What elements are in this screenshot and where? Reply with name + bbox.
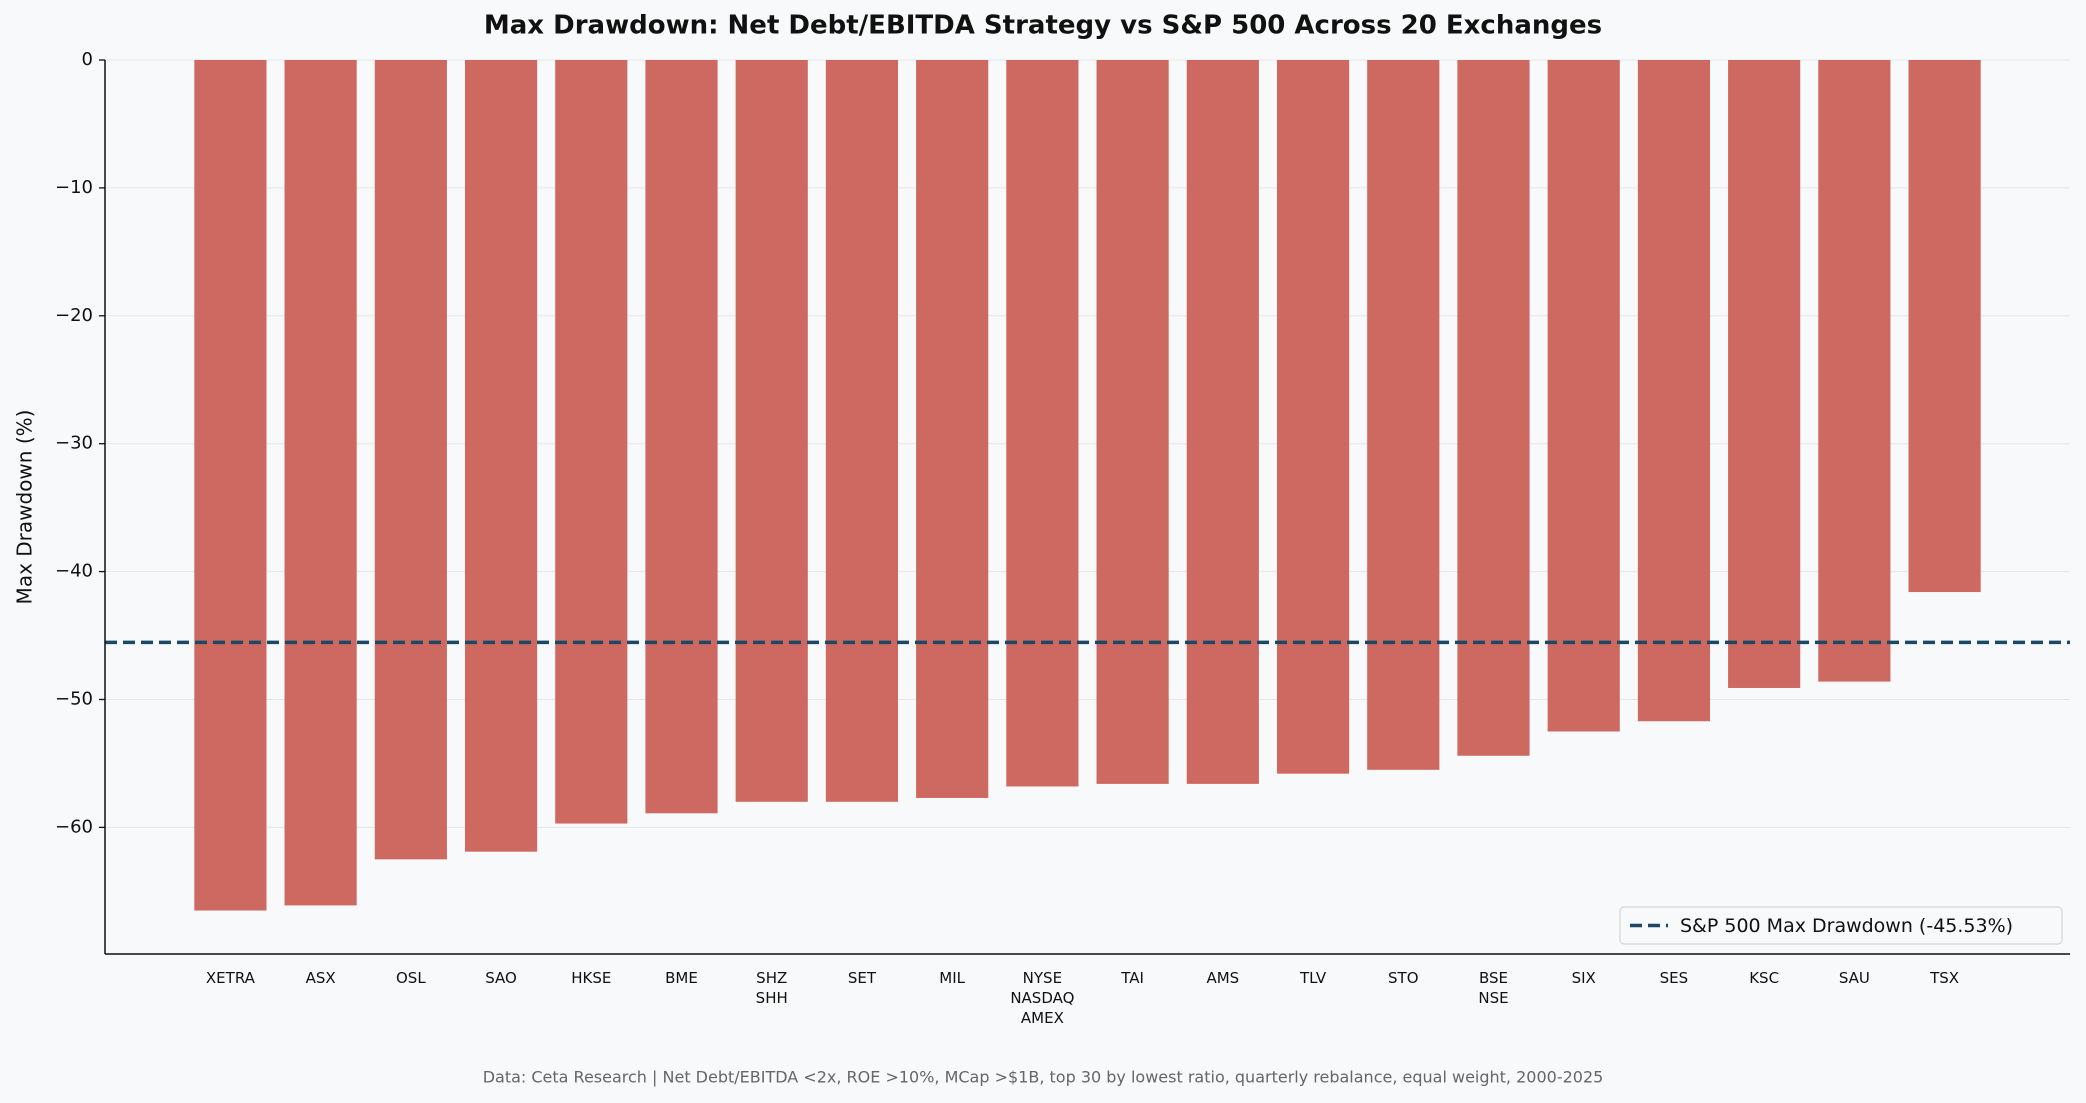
bar	[1096, 60, 1169, 784]
bar	[1818, 60, 1891, 682]
bar	[1186, 60, 1259, 784]
x-tick-label: TAI	[1121, 969, 1144, 987]
bar	[464, 60, 538, 852]
bar	[1367, 60, 1440, 770]
bar	[194, 60, 267, 911]
bar	[1547, 60, 1620, 732]
x-tick-label: AMS	[1206, 969, 1240, 987]
x-tick-label: SES	[1659, 969, 1689, 987]
x-tick-label: BME	[665, 969, 698, 987]
x-tick-label: SHZ SHH	[755, 969, 788, 1007]
x-tick-label: STO	[1388, 969, 1419, 987]
bar	[1637, 60, 1711, 722]
x-tick-label: XETRA	[205, 969, 255, 987]
x-tick-label: SET	[847, 969, 877, 987]
bar	[735, 60, 808, 802]
y-tick-label: −40	[55, 561, 93, 582]
x-tick-label: TLV	[1299, 969, 1327, 987]
y-tick-label: 0	[82, 49, 93, 70]
x-tick-label: HKSE	[571, 969, 612, 987]
x-tick-label: SAU	[1838, 969, 1870, 987]
footnote: Data: Ceta Research | Net Debt/EBITDA <2…	[483, 1068, 1604, 1087]
x-tick-label: KSC	[1749, 969, 1780, 987]
y-tick-label: −50	[55, 688, 93, 709]
x-tick-label: SIX	[1571, 969, 1596, 987]
x-tick-label: NYSE NASDAQ AMEX	[1010, 969, 1075, 1027]
x-tick-label: TSX	[1930, 969, 1960, 987]
x-tick-label: OSL	[396, 969, 426, 987]
x-tick-label: SAO	[485, 969, 517, 987]
x-tick-label: BSE NSE	[1478, 969, 1509, 1007]
y-tick-label: −10	[55, 177, 93, 198]
legend-label: S&P 500 Max Drawdown (-45.53%)	[1680, 915, 2013, 937]
bar	[1908, 60, 1981, 593]
bar	[374, 60, 447, 860]
bar	[825, 60, 899, 802]
legend-box	[1619, 906, 2063, 945]
bar	[1457, 60, 1530, 756]
bar	[1006, 60, 1079, 787]
x-tick-label: MIL	[939, 969, 966, 987]
bar	[916, 60, 989, 798]
y-tick-label: −30	[55, 433, 93, 454]
y-axis-title: Max Drawdown (%)	[13, 410, 37, 605]
bar	[1276, 60, 1350, 774]
y-tick-label: −60	[55, 816, 93, 837]
bar	[1728, 60, 1801, 688]
bar	[284, 60, 357, 906]
y-tick-label: −20	[55, 305, 93, 326]
x-tick-label: ASX	[305, 969, 336, 987]
bar	[645, 60, 718, 814]
bar	[555, 60, 628, 824]
chart-title: Max Drawdown: Net Debt/EBITDA Strategy v…	[484, 11, 1602, 41]
